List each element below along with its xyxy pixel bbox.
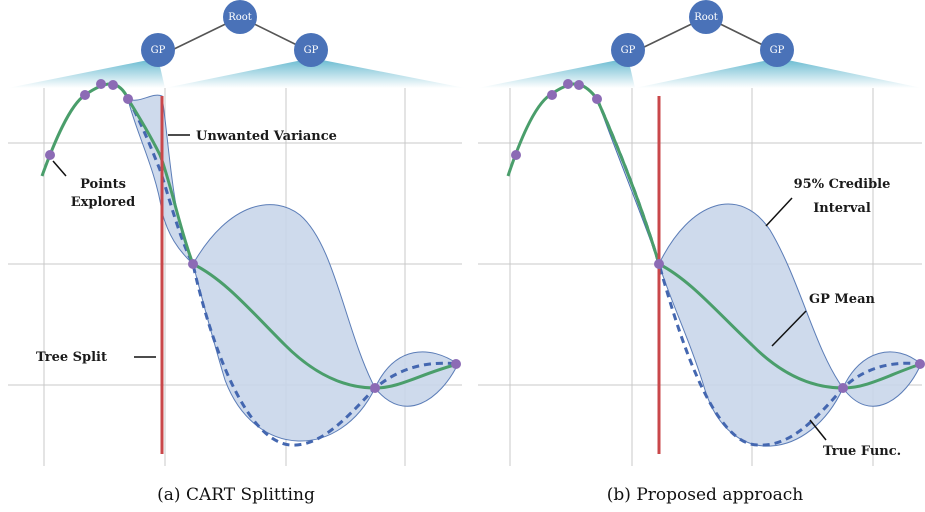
points-explored-leader [52,160,67,177]
explored-points [45,79,461,393]
right-gp-node [294,33,328,67]
panel-b: Root GP GP 95% Credible Interval GP Mean… [478,0,925,505]
right-gp-fan [165,58,465,88]
root-node [223,0,257,34]
true-func-leader [809,419,827,441]
point [108,80,118,90]
true-func-label: True Func. [823,444,901,459]
explored-points [511,79,925,393]
point [592,94,602,104]
unwanted-variance-label: Unwanted Variance [196,129,337,144]
point [96,79,106,89]
point [838,383,848,393]
point [45,150,55,160]
point [563,79,573,89]
gp-mean-curve [506,82,922,390]
credible-interval-label-1: 95% Credible [794,177,891,192]
gp-mean-curve [40,82,459,390]
points-explored-label-2: Explored [71,195,136,210]
gp-mean-label: GP Mean [809,292,875,307]
root-node [689,0,723,34]
left-gp-node [611,33,645,67]
point [123,94,133,104]
right-gp-node [760,33,794,67]
caption-a: (a) CART Splitting [157,485,315,505]
credible-band-main [192,204,376,442]
left-gp-node [141,33,175,67]
point [80,90,90,100]
right-gp-fan [635,58,922,88]
left-gp-label: GP [621,45,636,56]
point [547,90,557,100]
tree-split-label: Tree Split [36,350,107,365]
root-node-label: Root [228,12,252,23]
credible-interval-leader [765,197,793,227]
left-gp-fan [8,58,165,88]
tree-diagram-a: Root GP GP [141,0,328,67]
point [188,259,198,269]
gp-mean-leader [771,310,807,347]
panel-a: Root GP GP Unwanted Variance Points Expl… [8,0,465,505]
caption-b: (b) Proposed approach [607,485,803,505]
left-gp-fan [478,58,635,88]
right-gp-label: GP [304,45,319,56]
point [654,259,664,269]
true-function-curve [595,98,922,447]
credible-band-main [658,203,844,447]
root-node-label: Root [694,12,718,23]
right-gp-label: GP [770,45,785,56]
left-gp-label: GP [151,45,166,56]
points-explored-label-1: Points [80,177,126,192]
point [574,80,584,90]
point [451,359,461,369]
credible-interval-label-2: Interval [813,201,871,216]
point [915,359,925,369]
tree-diagram-b: Root GP GP [611,0,794,67]
point [511,150,521,160]
point [370,383,380,393]
